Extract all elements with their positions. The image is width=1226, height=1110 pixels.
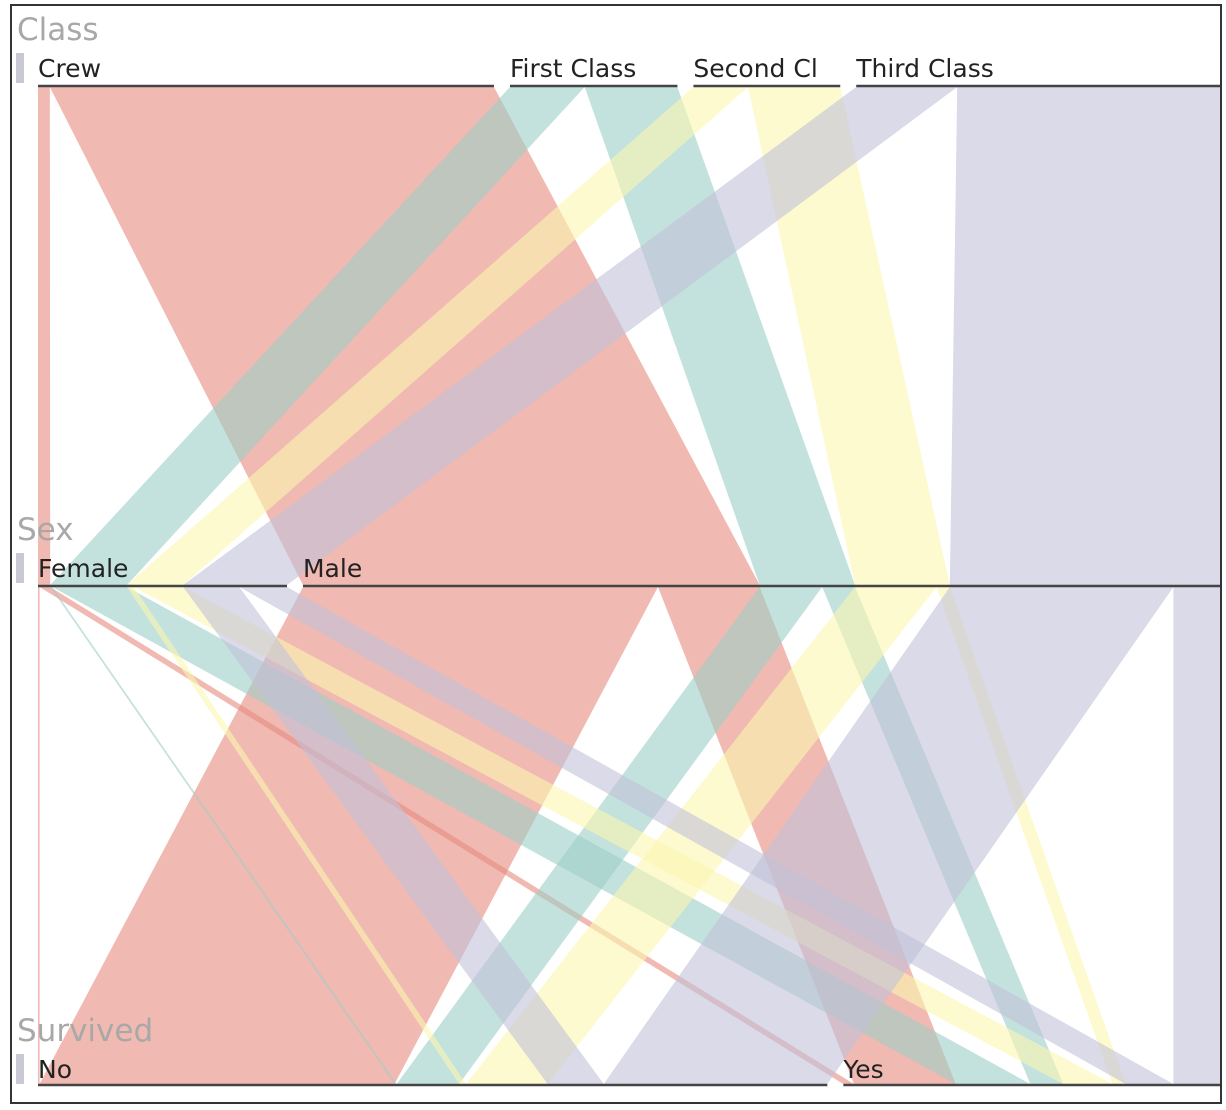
ribbon-third-class-female[interactable]: [183, 87, 958, 585]
ribbon-crew-male[interactable]: [49, 87, 760, 585]
ribbon-third-class-male[interactable]: [949, 87, 1220, 585]
dimension-title-sex[interactable]: Sex: [17, 512, 74, 548]
ribbon-crew-female-no[interactable]: [38, 587, 40, 1084]
ribbon-third-class-male-yes[interactable]: [1173, 587, 1220, 1084]
ribbons: [38, 87, 1220, 1084]
ribbon-crew-female[interactable]: [38, 87, 51, 585]
category-label-female[interactable]: Female: [38, 554, 128, 583]
category-label-crew[interactable]: Crew: [38, 54, 101, 83]
ribbon-first-class-female[interactable]: [50, 87, 585, 585]
category-label-first-class[interactable]: First Class: [510, 54, 636, 83]
category-label-third-class[interactable]: Third Class: [855, 54, 994, 83]
ribbon-third-class-male-no[interactable]: [603, 587, 1174, 1084]
ribbon-third-class-female-no[interactable]: [183, 587, 604, 1084]
ribbon-second-cl-male[interactable]: [748, 87, 950, 585]
ribbon-first-class-female-no[interactable]: [50, 587, 397, 1084]
category-label-second-cl[interactable]: Second Cl: [693, 54, 817, 83]
ribbon-third-class-female-yes[interactable]: [239, 587, 1174, 1084]
category-label-no[interactable]: No: [38, 1055, 72, 1084]
ribbon-first-class-male[interactable]: [584, 87, 855, 585]
dimension-handle-sex[interactable]: [16, 553, 24, 583]
dimension-title-survived[interactable]: Survived: [17, 1013, 153, 1049]
dimension-handle-class[interactable]: [16, 53, 24, 83]
ribbon-second-cl-female[interactable]: [126, 87, 749, 585]
category-label-yes[interactable]: Yes: [842, 1055, 883, 1084]
dimension-handle-survived[interactable]: [16, 1054, 24, 1084]
category-label-male[interactable]: Male: [303, 554, 362, 583]
dimension-title-class[interactable]: Class: [17, 12, 99, 48]
ribbon-second-cl-female-no[interactable]: [126, 587, 467, 1084]
